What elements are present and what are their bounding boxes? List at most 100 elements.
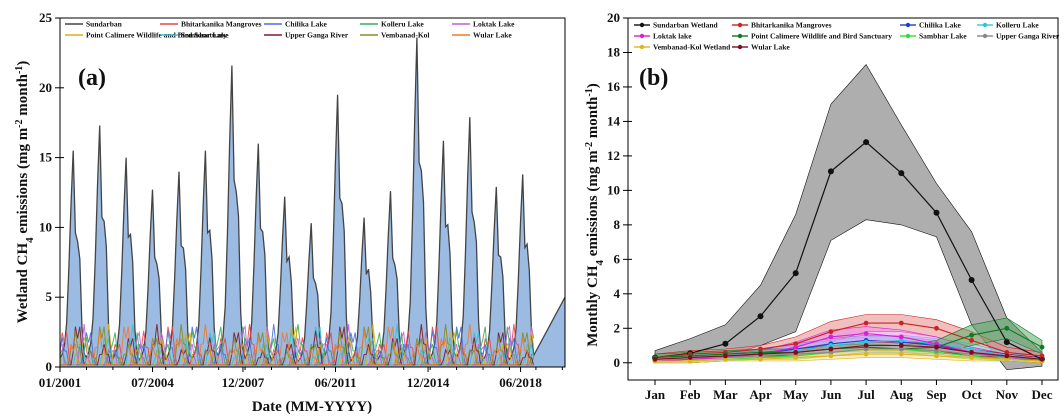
point-series-9	[758, 351, 763, 357]
b-ytick-label: 20	[607, 10, 620, 25]
b-legend-label: Sambhar Lake	[919, 32, 967, 41]
b-legend-marker	[737, 33, 743, 39]
sundarban-area	[59, 37, 566, 367]
b-legend-label: Kolleru Lake	[996, 21, 1039, 30]
point-series-0	[827, 168, 834, 175]
line-series-7	[654, 348, 1043, 360]
point-series-4	[863, 331, 869, 336]
point-series-3	[863, 339, 869, 345]
a-legend-label: Loktak Lake	[473, 20, 515, 29]
minor-line-9	[60, 324, 534, 366]
b-legend-marker	[982, 33, 988, 39]
b-xtick-label: Nov	[996, 387, 1019, 402]
b-legend-marker	[639, 33, 645, 39]
point-series-1	[969, 338, 974, 343]
a-ytick-label: 0	[46, 359, 53, 374]
point-series-9	[863, 343, 869, 348]
point-series-1	[758, 346, 763, 352]
point-series-3	[969, 346, 974, 352]
b-ytick-label: 18	[607, 44, 621, 59]
b-legend-label: Loktak lake	[653, 32, 692, 41]
a-ytick-label: 10	[39, 219, 52, 234]
point-series-1	[934, 325, 939, 331]
point-series-0	[968, 277, 975, 283]
b-legend-label: Point Calimere Wildlife and Bird Sanctua…	[751, 32, 892, 41]
b-ytick-label: 12	[607, 148, 620, 163]
sundarban-area-fill	[60, 37, 565, 367]
a-legend-label: Point Calimere Wildlife and Bird Sanctua…	[86, 31, 227, 40]
a-xtick-label: 06/2018	[499, 375, 542, 390]
panel-a: 0 5 10 15 20 25 01/2001 07/2004 12/2007 06/2011 1…	[14, 10, 566, 415]
point-series-4	[934, 341, 939, 347]
point-series-0	[792, 270, 799, 277]
a-legend-label: Upper Ganga River	[285, 31, 349, 40]
b-legend-marker	[737, 44, 743, 50]
point-series-7	[934, 348, 939, 354]
a-xtick-label: 07/2004	[131, 375, 174, 390]
panel-b-y-ticks: 0 2 4 6 8 10 12 14 16 18 20	[607, 10, 632, 370]
point-series-8	[723, 356, 728, 362]
a-xtick-label: 06/2011	[315, 375, 357, 390]
point-series-9	[828, 346, 834, 352]
point-series-8	[828, 353, 834, 359]
point-series-1	[1039, 353, 1045, 359]
point-series-9	[1039, 356, 1045, 362]
panel-a-x-axis-label: Date (MM-YYYY)	[252, 399, 372, 415]
point-series-5	[969, 332, 974, 338]
a-legend-label: Wular Lake	[473, 31, 512, 40]
panel-b-y-axis-label: Monthly CH4 emissions (mg m-2 month-1)	[584, 83, 607, 346]
a-ytick-label: 20	[39, 80, 52, 95]
point-series-1	[828, 329, 834, 335]
b-legend-marker	[737, 22, 743, 28]
a-xtick-label: 12/2014	[407, 375, 450, 390]
point-series-5	[1039, 344, 1045, 350]
panel-b: 0 2 4 6 8 10 12 14 16 18 20 Jan Feb Mar Apr May Jun Jul A…	[584, 10, 1060, 402]
line-series-5	[654, 327, 1043, 359]
b-legend-marker	[639, 44, 645, 50]
point-series-8	[687, 358, 693, 364]
panel-a-x-ticks: 01/2001 07/2004 12/2007 06/2011 12/2014 06/20…	[39, 367, 563, 390]
b-xtick-label: Apr	[749, 387, 772, 402]
point-series-1	[863, 320, 869, 326]
b-legend-marker	[905, 22, 911, 28]
b-legend-label: Bhitarkanika Mangroves	[751, 21, 832, 30]
a-ytick-label: 25	[39, 10, 53, 25]
point-series-1	[898, 320, 904, 326]
panel-b-label: (b)	[639, 65, 668, 91]
b-legend-marker	[905, 33, 911, 39]
point-series-8	[898, 351, 904, 357]
point-series-3	[898, 338, 904, 343]
a-legend-label: Chilika Lake	[285, 20, 328, 29]
panel-b-uncertainty-bands	[654, 63, 1043, 371]
b-xtick-label: Mar	[713, 387, 738, 402]
b-xtick-label: Oct	[962, 387, 983, 402]
b-ytick-label: 8	[614, 217, 621, 232]
b-legend-label: Wular Lake	[751, 43, 790, 52]
point-series-0	[722, 340, 729, 347]
b-xtick-label: Jun	[820, 387, 842, 402]
b-legend-label: Upper Ganga River	[996, 32, 1060, 41]
point-series-0	[898, 170, 905, 177]
point-series-4	[898, 334, 904, 340]
b-xtick-label: Dec	[1032, 387, 1053, 402]
panel-b-x-ticks: Jan Feb Mar Apr May Jun Jul Aug Sep Oct Nov Dec	[645, 380, 1053, 402]
b-ytick-label: 6	[614, 251, 621, 266]
a-xtick-label: 01/2001	[39, 375, 82, 390]
point-series-1	[1004, 350, 1010, 355]
b-ytick-label: 0	[614, 355, 621, 370]
panel-a-legend: Sundarban Bhitarkanika Mangroves Chilika L…	[65, 20, 515, 40]
point-series-0	[863, 139, 870, 146]
panel-a-frame	[59, 17, 566, 368]
point-series-8	[934, 353, 939, 359]
a-legend-label: Sundarban	[86, 20, 123, 29]
panel-b-frame	[627, 17, 1059, 381]
line-series-9	[654, 344, 1043, 360]
b-ytick-label: 2	[614, 320, 621, 335]
b-xtick-label: Sep	[926, 387, 946, 402]
b-legend-label: Sundarban Wetland	[653, 21, 719, 30]
a-xtick-label: 12/2007	[222, 375, 265, 390]
point-series-4	[793, 344, 799, 350]
point-series-9	[652, 356, 658, 362]
point-series-0	[757, 313, 764, 320]
point-series-0	[933, 209, 940, 216]
